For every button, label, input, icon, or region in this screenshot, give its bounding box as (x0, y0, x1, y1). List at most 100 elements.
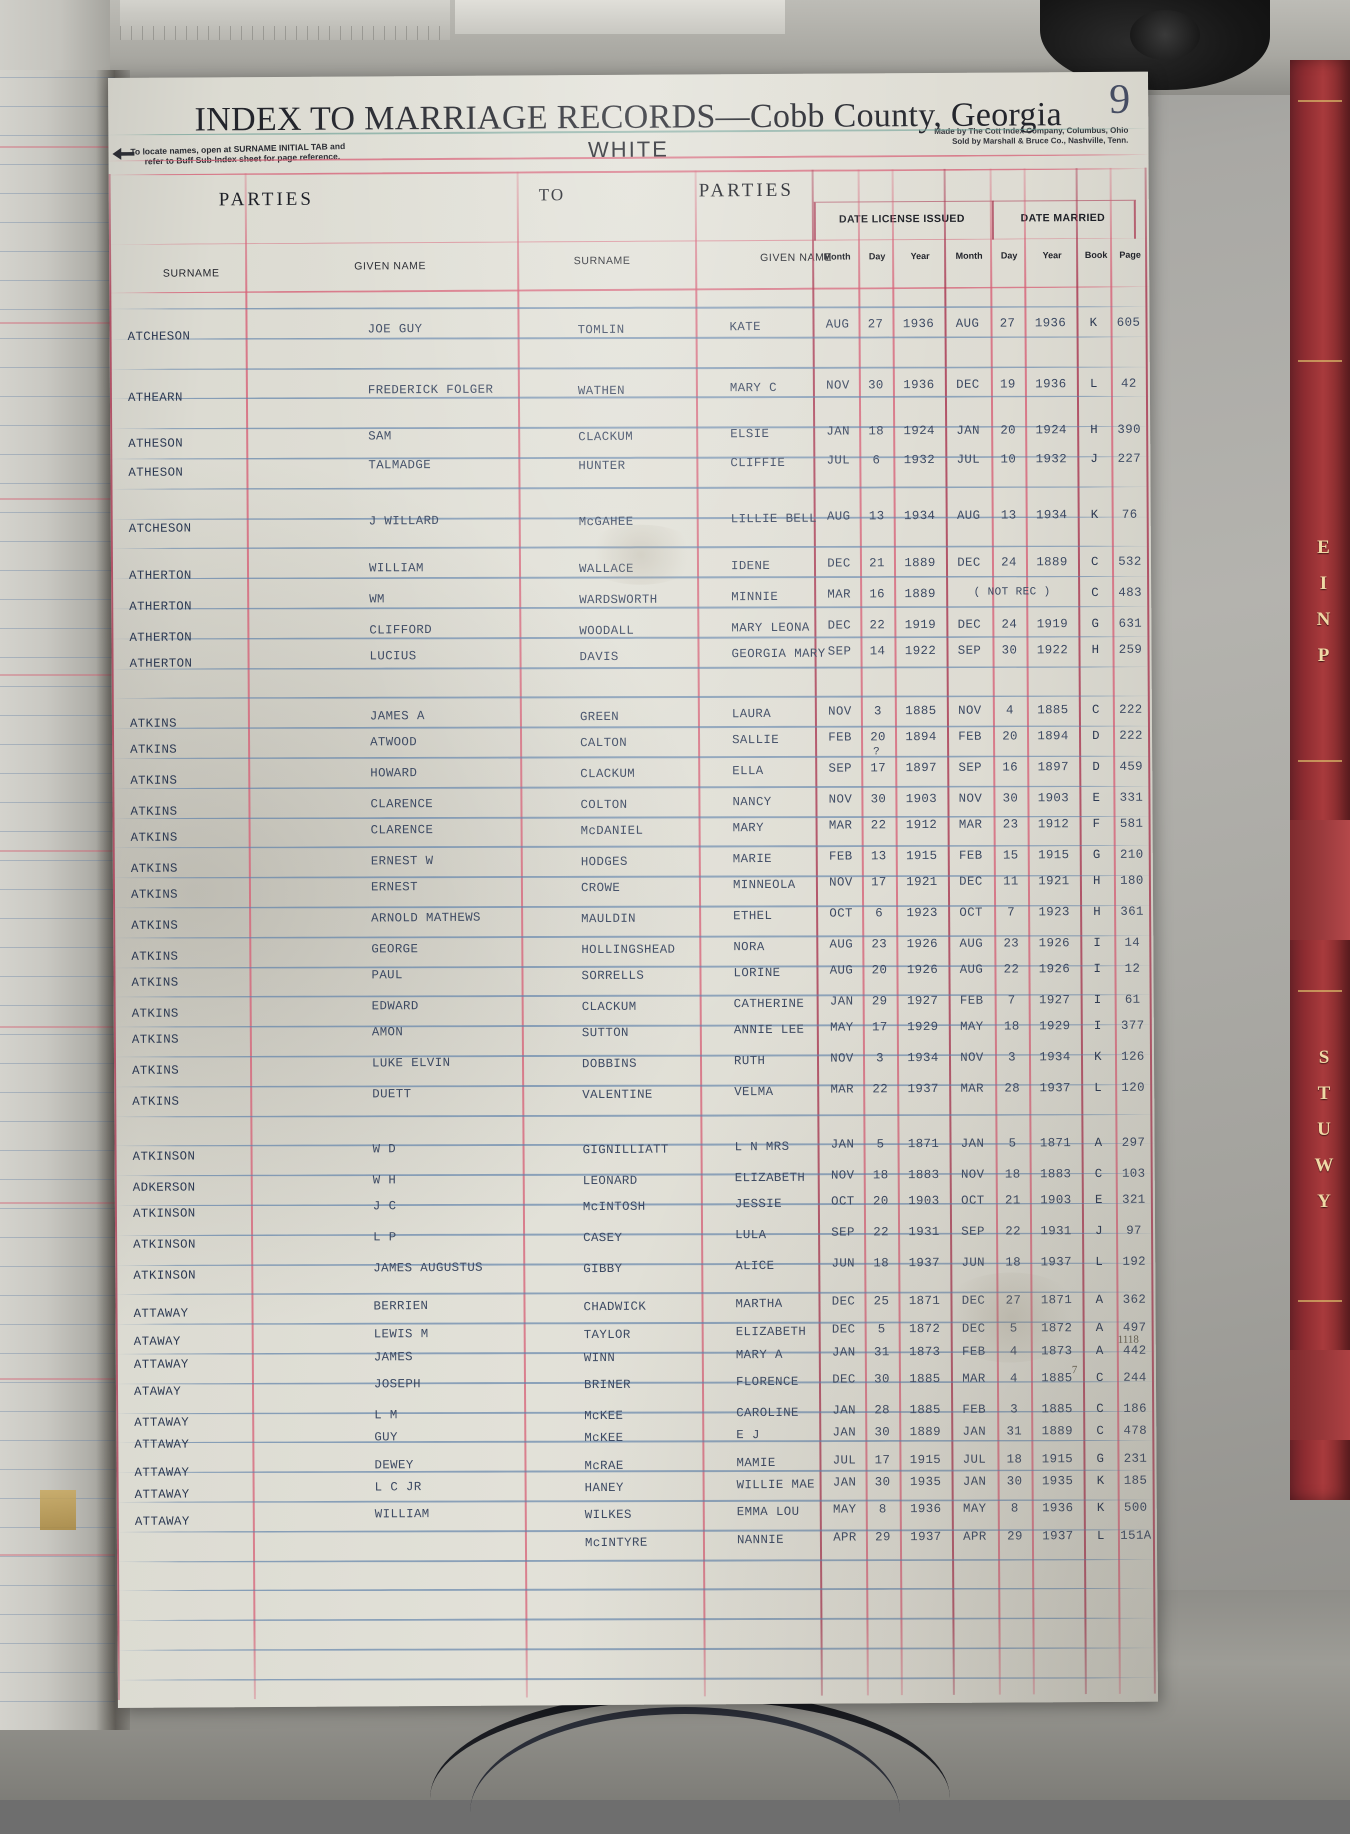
table-cell: VALENTINE (582, 1087, 653, 1103)
table-cell: LUCIUS (369, 649, 417, 664)
table-cell: 1936 (902, 316, 935, 332)
table-cell: 1871 (1039, 1136, 1072, 1151)
table-cell: APR (963, 1529, 987, 1544)
table-cell: ERNEST W (370, 853, 434, 869)
table-cell: 28 (1004, 1081, 1021, 1096)
table-cell: 1927 (1038, 993, 1071, 1008)
table-cell: 6 (875, 906, 884, 921)
table-cell: 1926 (906, 936, 939, 952)
index-tab-notch-upper[interactable] (1290, 820, 1350, 940)
table-cell: MARY A (735, 1347, 783, 1363)
table-cell: CLARENCE (370, 823, 434, 838)
table-cell: 1936 (1034, 316, 1067, 331)
table-cell: 3 (1010, 1402, 1019, 1417)
table-cell: 1926 (1038, 962, 1071, 977)
table-cell: 1934 (1039, 1050, 1071, 1065)
table-cell: ATHERTON (129, 656, 193, 671)
table-cell: 1919 (904, 617, 937, 633)
table-cell: JOE GUY (367, 321, 423, 337)
table-cell: WILLIAM (368, 561, 424, 576)
table-cell: APR (833, 1530, 857, 1545)
paper-scrap (455, 0, 785, 34)
table-cell: DEC (831, 1322, 856, 1337)
table-cell: 28 (874, 1403, 891, 1418)
table-cell: 30 (1001, 643, 1018, 658)
table-cell: ATTAWAY (134, 1465, 190, 1480)
table-cell: ATAWAY (133, 1384, 182, 1399)
table-cell: 1915 (909, 1452, 942, 1468)
table-cell: GEORGIA MARY (731, 646, 826, 662)
table-cell: 222 (1119, 728, 1143, 743)
table-cell: JAMES AUGUSTUS (373, 1260, 484, 1276)
table-cell: 5 (1008, 1136, 1017, 1151)
table-cell: WINN (583, 1350, 616, 1366)
table-cell: 18 (1003, 1019, 1020, 1034)
table-cell: OCT (961, 1193, 985, 1208)
table-cell: MARY (732, 821, 764, 836)
table-cell: 185 (1123, 1473, 1148, 1488)
table-cell: ATKINS (131, 949, 179, 964)
table-cell: MAY (830, 1020, 854, 1035)
index-tab-strip[interactable]: E I N P S T U W Y (1290, 60, 1350, 1500)
table-cell: 1915 (906, 848, 938, 864)
table-cell: ATTAWAY (134, 1487, 190, 1502)
table-cell: 20 (872, 1194, 889, 1209)
ruling-line (117, 1558, 1158, 1563)
table-cell: WM (369, 592, 385, 607)
ruling-line (116, 1439, 1157, 1445)
table-cell: W D (372, 1142, 397, 1157)
table-cell: L N MRS (734, 1139, 790, 1155)
table-cell: 13 (1000, 508, 1017, 523)
table-cell: 1926 (906, 962, 939, 978)
table-cell: ATKINSON (133, 1237, 196, 1252)
table-cell: ATHESON (128, 436, 184, 451)
table-cell: 321 (1122, 1192, 1146, 1207)
table-cell: 19 (1000, 377, 1016, 392)
table-cell: JUL (832, 1453, 857, 1468)
ruling-line (110, 485, 1151, 490)
table-cell: McRAE (584, 1458, 624, 1474)
table-cell: 1934 (1035, 508, 1068, 523)
gutter-red-rules (0, 70, 115, 1730)
table-cell: 361 (1120, 904, 1144, 919)
table-cell: ATKINS (131, 1032, 179, 1047)
table-cell: CALTON (580, 735, 628, 751)
index-tab-notch-lower[interactable] (1290, 1350, 1350, 1440)
table-cell: 29 (871, 994, 888, 1009)
table-cell: CLIFFIE (730, 455, 786, 471)
table-cell: 22 (869, 618, 886, 633)
table-cell: 120 (1121, 1080, 1145, 1095)
table-cell: 1922 (1036, 643, 1069, 658)
table-cell: E J (736, 1428, 760, 1443)
table-cell: 1885 (909, 1371, 941, 1387)
table-cell: 24 (1001, 555, 1017, 570)
table-cell: L (1094, 1080, 1103, 1095)
gutter-blue-rules (0, 70, 115, 1730)
table-cell: 18 (873, 1256, 890, 1271)
table-cell: NOV (829, 875, 853, 890)
ruling-line (116, 1469, 1157, 1474)
table-cell: 31 (873, 1345, 890, 1360)
table-cell: 1897 (1037, 760, 1069, 775)
table-cell: 244 (1123, 1370, 1147, 1385)
table-cell: ATKINS (130, 804, 178, 819)
table-cell: 1897 (905, 760, 937, 776)
table-cell: G (1092, 847, 1101, 863)
table-cell: 29 (1007, 1529, 1023, 1544)
table-cell: NOV (958, 791, 983, 806)
table-cell: McINTYRE (584, 1535, 648, 1551)
table-cell: 180 (1120, 873, 1144, 888)
table-cell: JAN (832, 1425, 857, 1440)
table-cell: ATAWAY (133, 1334, 181, 1349)
table-cell: 126 (1121, 1049, 1145, 1064)
table-cell: 76 (1121, 507, 1138, 522)
table-cell: ATTAWAY (134, 1437, 190, 1452)
table-cell: IDENE (730, 559, 771, 574)
table-cell: 14 (1124, 935, 1141, 950)
table-cell: 17 (871, 1020, 888, 1035)
table-cell: 1924 (1035, 423, 1067, 438)
table-cell: SUTTON (581, 1025, 629, 1041)
ruling-line (111, 665, 1152, 670)
table-cell: JAMES (373, 1350, 414, 1365)
table-cell: 1922 (904, 643, 937, 659)
